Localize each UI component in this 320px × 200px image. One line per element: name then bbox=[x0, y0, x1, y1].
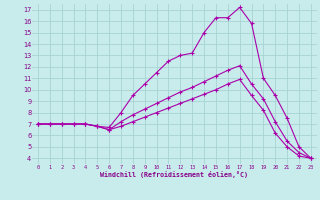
X-axis label: Windchill (Refroidissement éolien,°C): Windchill (Refroidissement éolien,°C) bbox=[100, 171, 248, 178]
